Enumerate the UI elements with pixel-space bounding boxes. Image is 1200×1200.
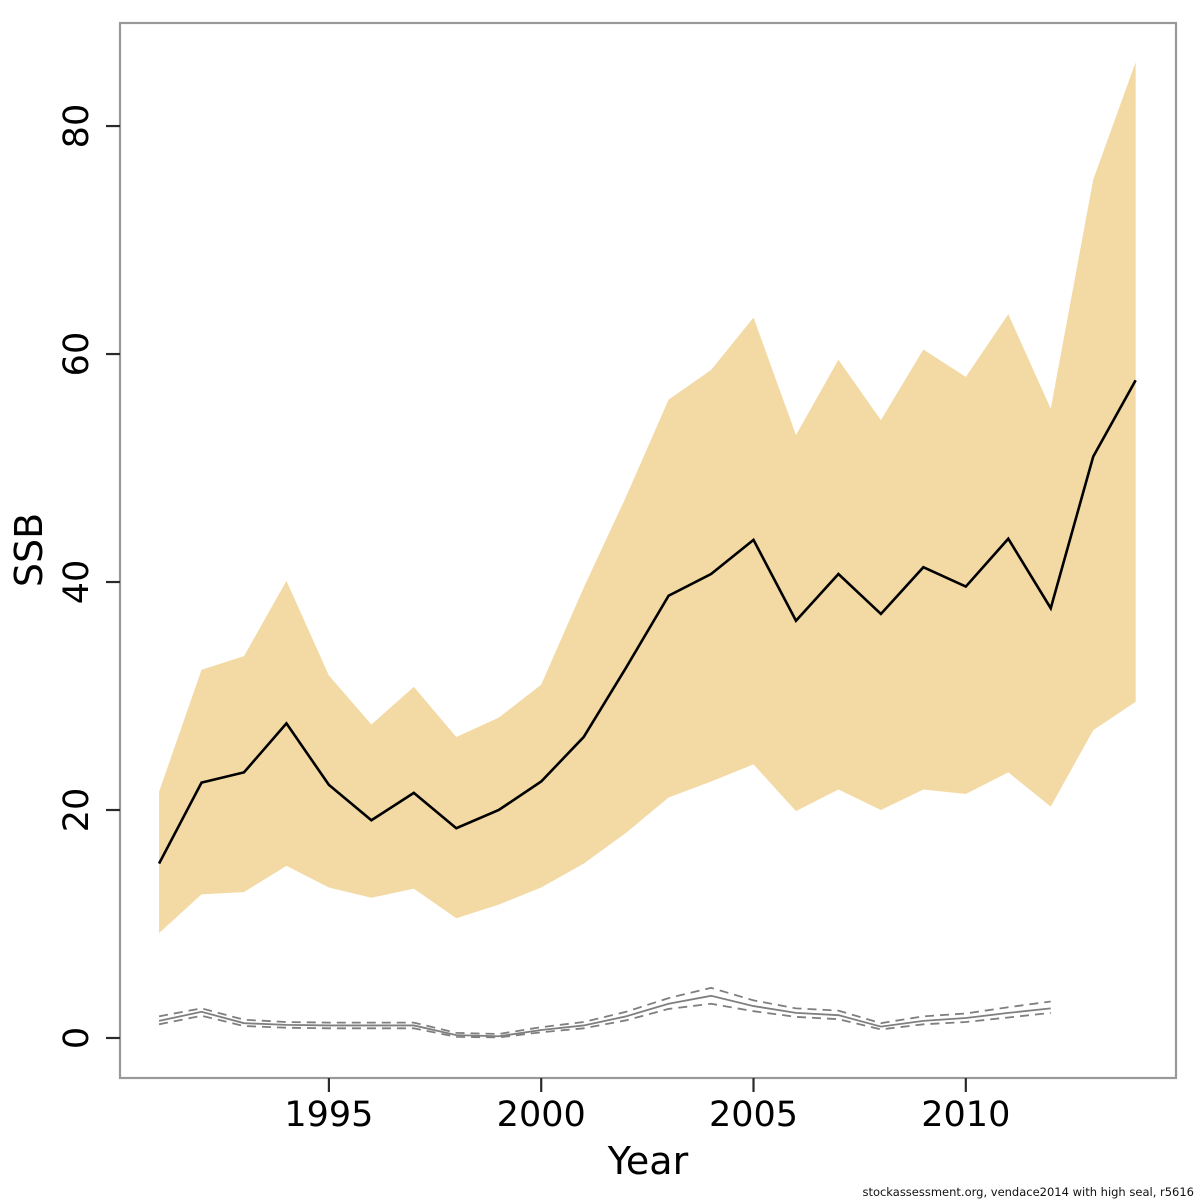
ssb-median-line: [157, 379, 1137, 865]
y-tick-label: 20: [57, 788, 97, 833]
y-tick-label: 40: [57, 560, 97, 605]
plot-frame: [118, 21, 1178, 1080]
ssb-confidence-band: [159, 62, 1136, 934]
y-tick-label: 60: [57, 332, 97, 377]
y-tick-label: 0: [57, 1027, 97, 1049]
confidence-band-layer: [159, 62, 1136, 934]
x-tick-label: 2000: [497, 1095, 586, 1135]
y-axis: 0 20 40 60 80: [57, 104, 120, 1049]
secondary-median-line: [158, 994, 1051, 1038]
series-lines-layer: [157, 379, 1137, 1039]
x-axis: 1995 2000 2005 2010: [284, 1078, 1010, 1135]
x-axis-title: Year: [607, 1139, 689, 1183]
y-tick-label: 80: [57, 104, 97, 149]
secondary-upper-dashed-line: [158, 986, 1051, 1035]
x-tick-label: 2010: [921, 1095, 1010, 1135]
x-tick-label: 2005: [709, 1095, 798, 1135]
y-axis-title: SSB: [7, 513, 51, 587]
watermark-text: stockassessment.org, vendace2014 with hi…: [862, 1185, 1194, 1199]
x-tick-label: 1995: [284, 1095, 373, 1135]
secondary-lower-dashed-line: [158, 1002, 1051, 1039]
